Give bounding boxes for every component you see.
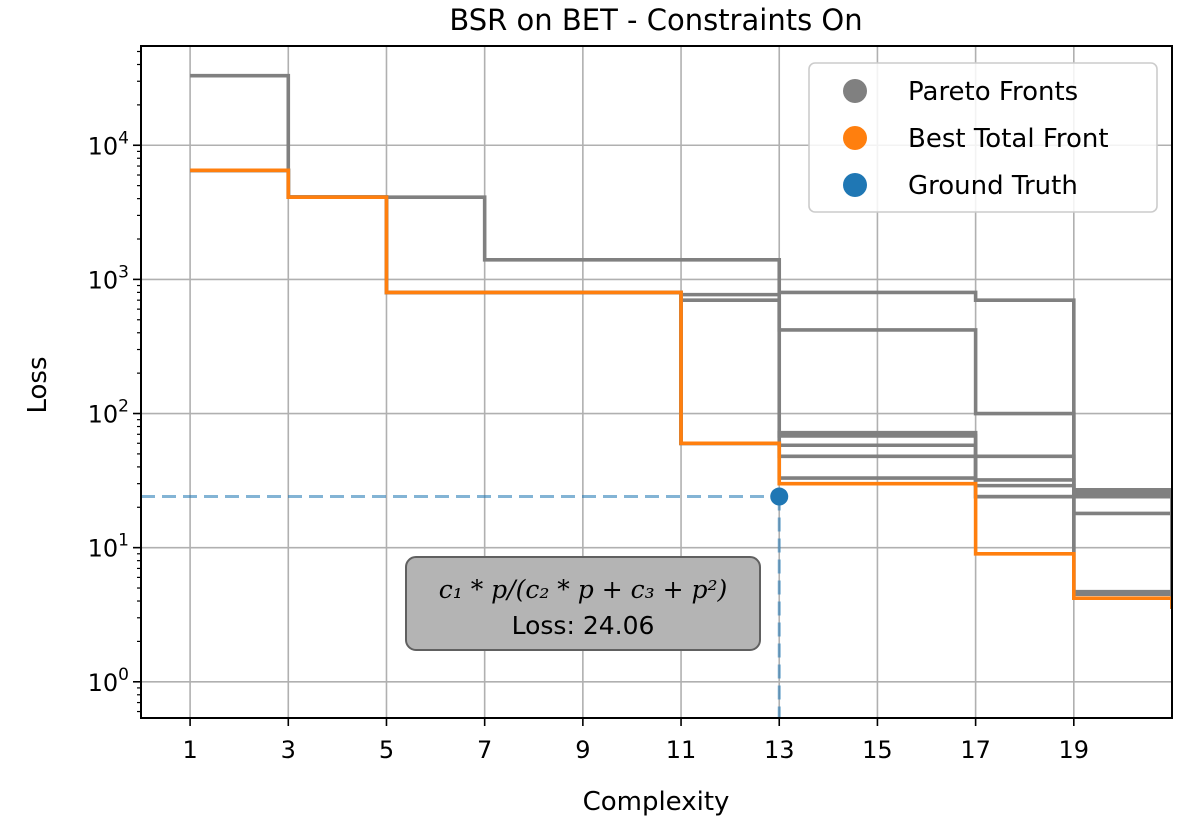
x-tick-label: 13 bbox=[764, 736, 795, 764]
legend-label: Pareto Fronts bbox=[908, 77, 1078, 107]
chart-title: BSR on BET - Constraints On bbox=[449, 3, 862, 37]
y-tick-label: 104 bbox=[88, 128, 129, 160]
x-tick-label: 17 bbox=[960, 736, 991, 764]
y-tick-label: 100 bbox=[88, 665, 129, 697]
best-total-front-line bbox=[190, 168, 1172, 609]
y-tick-label: 101 bbox=[88, 531, 129, 563]
x-tick-label: 9 bbox=[575, 736, 590, 764]
annotation-box bbox=[405, 556, 761, 651]
x-tick-label: 5 bbox=[379, 736, 394, 764]
y-tick-label: 102 bbox=[88, 397, 129, 429]
x-axis-label: Complexity bbox=[583, 787, 730, 817]
annotation-expression: c₁ * p/(c₂ * p + c₃ + p²) bbox=[439, 575, 728, 604]
y-minor-ticks bbox=[137, 50, 141, 713]
legend-label: Best Total Front bbox=[908, 124, 1109, 154]
x-tick-label: 19 bbox=[1059, 736, 1090, 764]
legend: Pareto Fronts Best Total Front Ground Trut… bbox=[808, 62, 1158, 213]
y-axis-label: Loss bbox=[23, 356, 53, 413]
series-layer bbox=[141, 73, 1172, 718]
x-tick-label: 3 bbox=[281, 736, 296, 764]
x-tick-label: 11 bbox=[666, 736, 697, 764]
y-tick-label: 103 bbox=[88, 262, 129, 294]
legend-label: Ground Truth bbox=[908, 171, 1078, 201]
legend-marker bbox=[843, 126, 867, 150]
annotation: c₁ * p/(c₂ * p + c₃ + p²) Loss: 24.06 bbox=[405, 556, 761, 651]
legend-marker bbox=[843, 173, 867, 197]
y-axis-ticks: 100 101 102 103 104 bbox=[88, 128, 141, 697]
x-axis-ticks: 1 3 5 7 9 11 13 15 17 19 bbox=[182, 718, 1089, 764]
plot-frame bbox=[140, 45, 1173, 719]
x-tick-label: 1 bbox=[182, 736, 197, 764]
legend-marker bbox=[843, 79, 867, 103]
x-tick-label: 15 bbox=[862, 736, 893, 764]
legend-box bbox=[808, 62, 1158, 213]
annotation-loss: Loss: 24.06 bbox=[512, 611, 655, 640]
x-tick-label: 7 bbox=[477, 736, 492, 764]
ground-truth-point bbox=[770, 487, 789, 506]
